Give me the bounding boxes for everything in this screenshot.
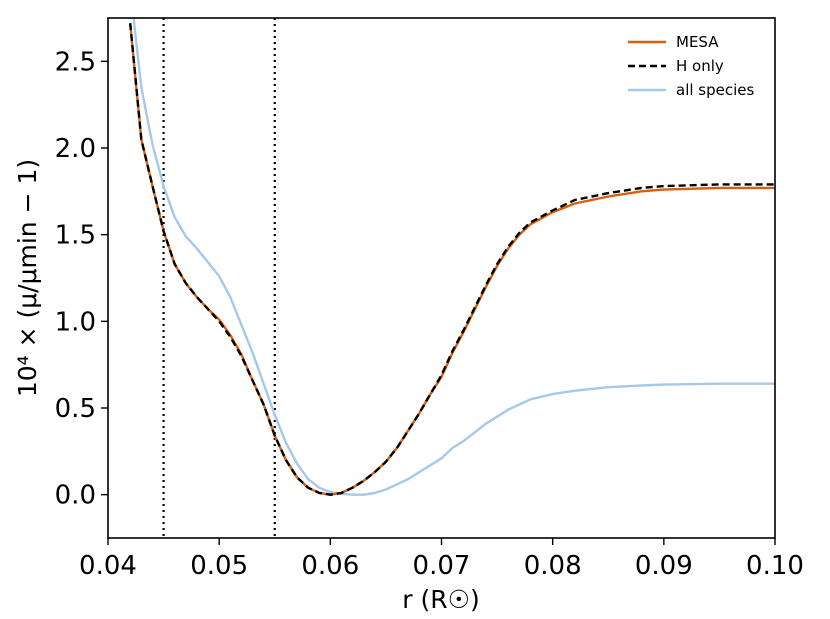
legend: MESA H only all species — [628, 33, 755, 99]
y-axis-ticks: 0.0 0.5 1.0 1.5 2.0 2.5 — [55, 47, 108, 511]
y-tick-label: 2.5 — [55, 47, 96, 77]
x-tick-label: 0.10 — [746, 551, 804, 581]
plot-frame — [107, 17, 776, 539]
x-tick-label: 0.05 — [190, 551, 248, 581]
x-tick-label: 0.09 — [635, 551, 693, 581]
y-tick-label: 1.5 — [55, 221, 96, 251]
y-tick-label: 0.0 — [55, 481, 96, 511]
x-axis-ticks: 0.04 0.05 0.06 0.07 0.08 0.09 0.10 — [79, 538, 804, 581]
x-tick-label: 0.04 — [79, 551, 137, 581]
x-axis-label: r (R☉) — [402, 585, 480, 614]
legend-label: H only — [676, 57, 724, 75]
y-tick-label: 0.5 — [55, 394, 96, 424]
x-tick-label: 0.08 — [524, 551, 582, 581]
series-layer — [129, 18, 775, 496]
x-tick-label: 0.06 — [301, 551, 359, 581]
y-tick-label: 1.0 — [55, 307, 96, 337]
reference-lines — [162, 18, 276, 538]
series-line-all-species — [132, 18, 775, 496]
series-line-h-only — [129, 23, 775, 496]
y-axis-label: 10⁴ × (μ/μmin − 1) — [13, 159, 42, 397]
legend-label: all species — [676, 81, 755, 99]
legend-label: MESA — [676, 33, 719, 51]
x-tick-label: 0.07 — [413, 551, 471, 581]
y-tick-label: 2.0 — [55, 134, 96, 164]
